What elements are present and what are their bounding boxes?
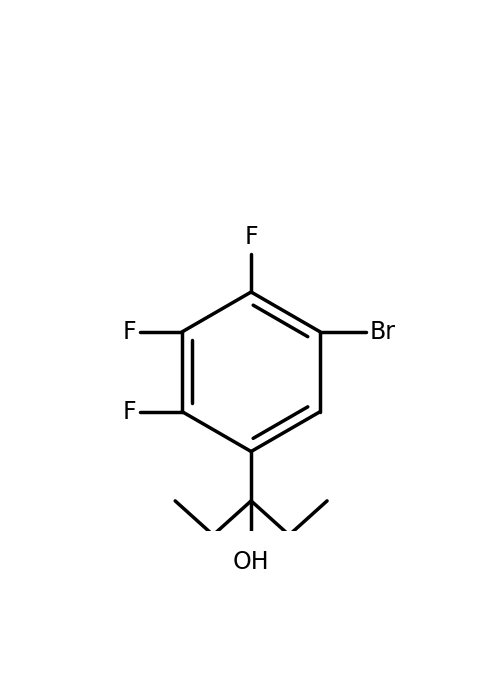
Text: F: F — [123, 320, 137, 344]
Text: F: F — [245, 226, 258, 249]
Text: Br: Br — [369, 320, 395, 344]
Text: F: F — [123, 400, 137, 424]
Text: OH: OH — [233, 550, 270, 574]
